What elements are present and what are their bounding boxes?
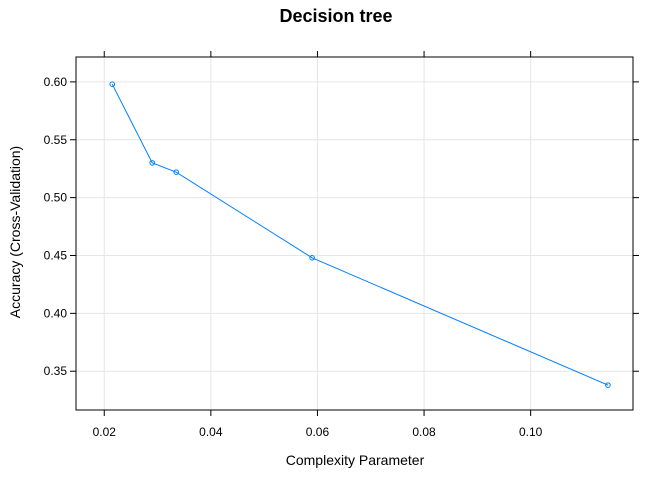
- x-tick-label: 0.08: [412, 425, 436, 439]
- chart-title: Decision tree: [279, 6, 392, 26]
- data-point: [109, 81, 116, 87]
- y-tick-label: 0.40: [44, 306, 68, 320]
- series: [109, 81, 611, 388]
- y-tick-label: 0.60: [44, 75, 68, 89]
- x-tick-label: 0.10: [519, 425, 543, 439]
- data-point: [149, 160, 156, 166]
- y-tick-label: 0.45: [44, 248, 68, 262]
- x-tick-label: 0.06: [306, 425, 330, 439]
- y-tick-label: 0.50: [44, 191, 68, 205]
- series-line: [111, 83, 609, 386]
- y-tick-label: 0.35: [44, 364, 68, 378]
- data-point: [173, 169, 180, 175]
- x-tick-label: 0.04: [199, 425, 223, 439]
- y-tick-label: 0.55: [44, 133, 68, 147]
- x-axis-label: Complexity Parameter: [286, 452, 425, 468]
- data-point: [605, 382, 611, 388]
- plot-frame: [75, 56, 634, 411]
- grid: [76, 57, 633, 410]
- y-axis-label: Accuracy (Cross-Validation): [7, 146, 23, 318]
- data-point: [309, 255, 315, 261]
- x-tick-label: 0.02: [93, 425, 117, 439]
- axis-ticks: 0.02 0.04 0.06 0.08 0.10 0.35 0.40 0.45 0.50 0.55…: [44, 51, 639, 439]
